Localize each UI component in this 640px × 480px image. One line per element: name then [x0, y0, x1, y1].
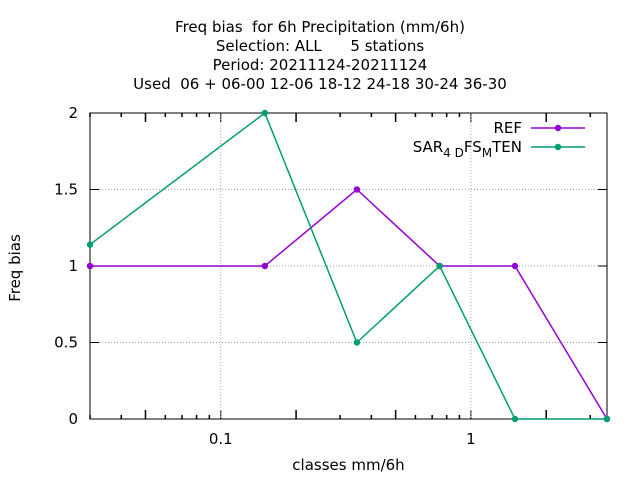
legend-label: SAR4 DFSMTEN	[413, 138, 522, 160]
series-line-1	[89, 111, 607, 420]
y-tick-label: 0.5	[54, 334, 78, 352]
series-point-1	[603, 415, 611, 423]
series-point-0	[86, 262, 94, 270]
y-tick-label: 1.5	[54, 181, 78, 199]
y-tick-label: 2	[68, 104, 78, 122]
series-line-0	[90, 188, 608, 420]
legend-entry-1: SAR4 DFSMTEN	[413, 138, 585, 160]
y-tick-label: 0	[68, 410, 78, 428]
series-point-1	[511, 415, 519, 423]
x-tick-label: 1	[466, 430, 476, 448]
series-point-0	[353, 186, 361, 193]
chart-title-line-1: Freq bias for 6h Precipitation (mm/6h)	[175, 18, 465, 36]
series-point-1	[436, 262, 443, 270]
chart-title-line-4: Used 06 + 06-00 12-06 18-12 24-18 30-24 …	[133, 75, 507, 93]
x-tick-label: 0.1	[209, 430, 233, 448]
legend-entry-0: REF	[493, 119, 585, 137]
chart-title-line-3: Period: 20211124-20211124	[212, 56, 428, 74]
legend-label: REF	[493, 119, 522, 137]
chart-title-line-2: Selection: ALL 5 stations	[215, 37, 425, 55]
series-point-0	[511, 262, 519, 270]
legend-marker	[554, 124, 562, 132]
series-point-1	[261, 109, 269, 117]
legend-marker	[554, 143, 562, 151]
y-tick-label: 1	[68, 257, 78, 275]
series-point-1	[353, 339, 361, 346]
x-axis-label: classes mm/6h	[292, 456, 405, 474]
series-point-0	[261, 262, 269, 270]
series-point-1	[86, 241, 94, 248]
